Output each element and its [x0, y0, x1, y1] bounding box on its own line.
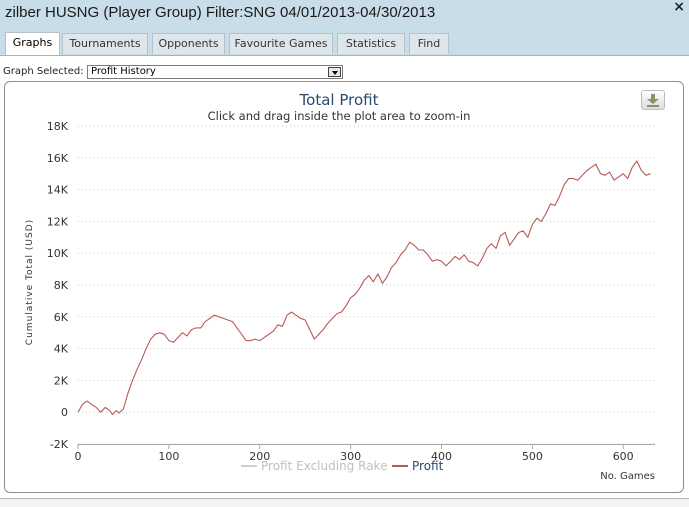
graph-select-value: Profit History — [91, 66, 156, 77]
x-tick-label: 400 — [431, 450, 452, 463]
y-tick-label: 2K — [54, 374, 69, 387]
x-tick-label: 200 — [249, 450, 270, 463]
profit-chart[interactable]: -2K 0 2K 4K 6K 8K 10K 12K 14K 16K 18K 0 100 200 300 400… — [5, 82, 684, 493]
tab-tournaments[interactable]: Tournaments — [62, 33, 148, 54]
close-icon[interactable]: × — [673, 0, 685, 15]
window-titlebar: zilber HUSNG (Player Group) Filter:SNG 0… — [0, 0, 689, 30]
series-layer — [77, 160, 651, 416]
x-tick-label: 600 — [613, 450, 634, 463]
window-bottom-edge — [0, 498, 689, 507]
y-tick-label: 18K — [47, 120, 69, 133]
tab-graphs[interactable]: Graphs — [5, 32, 60, 55]
download-icon — [647, 94, 659, 107]
y-tick-label: 10K — [47, 247, 69, 260]
y-tick-label: 6K — [54, 311, 69, 324]
tab-statistics[interactable]: Statistics — [337, 33, 405, 54]
export-chart-button[interactable] — [641, 90, 665, 110]
x-tick-label: 300 — [340, 450, 361, 463]
graph-selected-label: Graph Selected: — [3, 66, 84, 77]
y-axis-label: Cumulative Total (USD) — [25, 219, 35, 345]
y-tick-label: 12K — [47, 215, 69, 228]
y-tick-label: 16K — [47, 152, 69, 165]
x-tick-label: 100 — [158, 450, 179, 463]
x-tick-label: 500 — [522, 450, 543, 463]
x-tick-label: 0 — [75, 450, 82, 463]
y-tick-label: 4K — [54, 343, 69, 356]
tab-find[interactable]: Find — [409, 33, 449, 54]
x-axis-label: No. Games — [600, 471, 655, 482]
window-title: zilber HUSNG (Player Group) Filter:SNG 0… — [5, 4, 436, 21]
y-tick-label: 14K — [47, 184, 69, 197]
series-line-1 — [77, 160, 651, 416]
legend-item-0: Profit Excluding Rake — [261, 459, 387, 473]
chart-panel: -2K 0 2K 4K 6K 8K 10K 12K 14K 16K 18K 0 100 200 300 400… — [4, 81, 684, 493]
chart-text: -2K 0 2K 4K 6K 8K 10K 12K 14K 16K 18K 0 100 200 300 400… — [25, 91, 655, 482]
grid-lines — [78, 125, 655, 445]
graph-select-dropdown[interactable]: Profit History — [87, 65, 343, 79]
graph-selector-row: Graph Selected: Profit History — [0, 62, 689, 80]
tab-favourite-games[interactable]: Favourite Games — [229, 33, 333, 54]
chart-title: Total Profit — [299, 91, 379, 109]
chart-legend: Profit Excluding Rake Profit — [241, 459, 444, 473]
chart-axes — [77, 444, 655, 449]
legend-item-1: Profit — [412, 459, 444, 473]
chart-subtitle: Click and drag inside the plot area to z… — [208, 109, 471, 123]
chevron-down-icon[interactable] — [328, 67, 341, 77]
tab-bar: Graphs Tournaments Opponents Favourite G… — [0, 30, 689, 56]
y-tick-label: -2K — [50, 438, 69, 451]
tab-opponents[interactable]: Opponents — [152, 33, 225, 54]
y-tick-label: 0 — [61, 406, 68, 419]
y-tick-label: 8K — [54, 279, 69, 292]
